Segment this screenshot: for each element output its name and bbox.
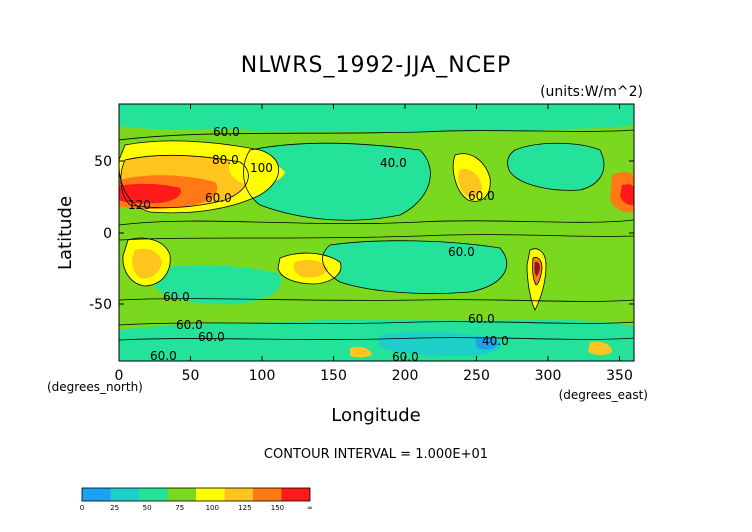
x-tick-label: 250 xyxy=(463,368,490,384)
region-indian-ocean xyxy=(154,265,281,305)
x-sublabel-left: (degrees_north) xyxy=(47,380,143,394)
contour-label: 60.0 xyxy=(213,125,240,139)
region-australia-core xyxy=(293,260,328,278)
heatmap-field: 60.0 80.0 100 40.0 120 60.0 60.0 60.0 60… xyxy=(119,104,634,364)
x-tick-label: 150 xyxy=(320,368,347,384)
x-axis-label: Longitude xyxy=(331,405,421,426)
x-tick-label: 350 xyxy=(606,368,633,384)
colorbar-swatch xyxy=(224,488,253,501)
x-tick-label: 0 xyxy=(115,368,124,384)
colorbar-swatch xyxy=(110,488,139,501)
x-tick-label: 100 xyxy=(249,368,276,384)
x-axis: 0 50 100 150 200 250 300 350 xyxy=(115,104,633,384)
contour-interval-text: CONTOUR INTERVAL = 1.000E+01 xyxy=(264,447,488,462)
colorbar-label: 50 xyxy=(143,504,152,512)
chart-title: NLWRS_1992-JJA_NCEP xyxy=(241,53,511,78)
colorbar-swatch xyxy=(139,488,168,501)
region-north-atlantic xyxy=(507,143,604,191)
colorbar-frame xyxy=(81,487,311,502)
contour-label: 60.0 xyxy=(163,290,190,304)
region-antarctic-low-2 xyxy=(475,337,498,350)
colorbar-label: 25 xyxy=(110,504,119,512)
colorbar-label: ∞ xyxy=(307,504,313,512)
contour-lines xyxy=(119,129,634,341)
colorbar-swatch xyxy=(281,488,310,501)
contour-label: 60.0 xyxy=(150,349,177,363)
region-south-pacific xyxy=(322,240,507,294)
x-sublabel-right: (degrees_east) xyxy=(559,388,648,402)
contour-label: 60.0 xyxy=(448,245,475,259)
y-tick-label: 0 xyxy=(103,226,112,242)
region-sw-north-america-core xyxy=(458,169,482,198)
contour-label-group: 60.0 80.0 100 40.0 120 60.0 60.0 60.0 60… xyxy=(128,125,509,364)
region-sahara-peak xyxy=(119,183,181,204)
region-arctic xyxy=(119,104,634,133)
colorbar-label: 100 xyxy=(206,504,219,512)
colorbar-swatch xyxy=(253,488,282,501)
colorbar-swatch xyxy=(167,488,196,501)
colorbar-swatch xyxy=(82,488,111,501)
colorbar-label: 125 xyxy=(238,504,251,512)
x-tick-label: 50 xyxy=(182,368,200,384)
y-axis: 50 0 -50 xyxy=(89,154,634,313)
y-axis-label: Latitude xyxy=(55,196,76,270)
colorbar-label: 75 xyxy=(175,504,184,512)
x-tick-label: 300 xyxy=(535,368,562,384)
contour-label: 60.0 xyxy=(176,318,203,332)
region-east-edge-peak xyxy=(620,184,634,206)
contour-label: 100 xyxy=(250,161,273,175)
units-label: (units:W/m^2) xyxy=(540,84,643,100)
x-tick-label: 200 xyxy=(392,368,419,384)
contour-label: 60.0 xyxy=(468,312,495,326)
colorbar-swatch xyxy=(196,488,225,501)
region-antarctic-warm-2 xyxy=(588,341,612,355)
contour-label: 80.0 xyxy=(212,153,239,167)
contour-label: 60.0 xyxy=(198,330,225,344)
region-asia-plateau xyxy=(228,158,285,185)
contour-label: 40.0 xyxy=(380,156,407,170)
contour-label: 60.0 xyxy=(205,191,232,205)
contour-label: 60.0 xyxy=(468,189,495,203)
contour-label: 120 xyxy=(128,198,151,212)
region-north-pacific xyxy=(243,143,431,221)
region-antarctic-warm xyxy=(350,346,372,358)
y-tick-label: 50 xyxy=(94,154,112,170)
colorbar-label: 150 xyxy=(271,504,284,512)
contour-label: 60.0 xyxy=(392,350,419,364)
contour-label: 40.0 xyxy=(482,334,509,348)
y-tick-label: -50 xyxy=(89,297,112,313)
region-southern-ocean xyxy=(119,319,634,361)
region-andes-peak xyxy=(534,261,540,277)
colorbar: 0 25 50 75 100 125 150 ∞ xyxy=(80,487,313,512)
region-kalahari-core xyxy=(132,248,162,279)
colorbar-label: 0 xyxy=(80,504,84,512)
